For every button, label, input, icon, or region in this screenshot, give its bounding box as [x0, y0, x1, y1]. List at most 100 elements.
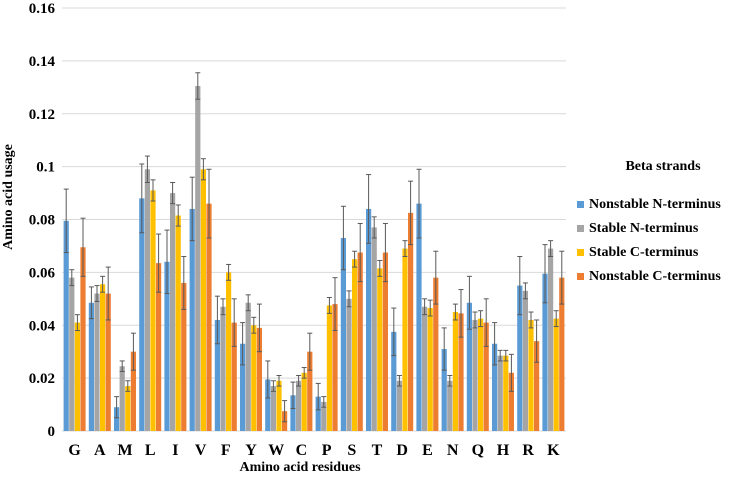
x-tick-label: F: [221, 442, 231, 459]
bar-stable-n-terminus-H: [497, 355, 503, 431]
error-bar: [508, 353, 514, 392]
bar-nonstable-n-terminus-T: [366, 208, 372, 431]
bar-stable-n-terminus-T: [371, 227, 377, 431]
bar-stable-n-terminus-D: [396, 380, 402, 431]
error-bar: [181, 256, 187, 310]
legend-swatch: [577, 225, 584, 232]
bar-nonstable-n-terminus-H: [492, 343, 498, 431]
bar-stable-n-terminus-Y: [245, 302, 251, 431]
error-bar: [542, 244, 548, 304]
bar-nonstable-n-terminus-W: [265, 379, 271, 431]
error-bar: [321, 396, 327, 408]
error-bar: [346, 290, 352, 308]
legend-label: Stable C-terminus: [589, 245, 699, 260]
bar-nonstable-n-terminus-S: [340, 238, 346, 431]
error-bar: [472, 311, 478, 329]
error-bar: [307, 332, 313, 371]
bar-nonstable-c-terminus-Y: [256, 327, 262, 431]
bar-stable-c-terminus-T: [377, 268, 383, 431]
error-bar: [130, 332, 136, 371]
x-tick-label: L: [145, 442, 156, 459]
error-bar: [528, 311, 534, 329]
bar-nonstable-c-terminus-S: [357, 252, 363, 431]
legend-title: Beta strands: [625, 159, 701, 174]
bar-stable-n-terminus-I: [170, 193, 176, 431]
bar-stable-c-terminus-L: [150, 190, 156, 431]
error-bar: [382, 222, 388, 283]
x-tick-label: N: [447, 442, 459, 459]
bar-stable-n-terminus-K: [548, 248, 554, 431]
x-tick-label: A: [94, 442, 106, 459]
bar-stable-c-terminus-K: [553, 318, 559, 431]
bar-nonstable-n-terminus-Y: [240, 343, 246, 431]
error-bar: [503, 349, 509, 362]
y-axis-title: Amino acid usage: [1, 144, 16, 250]
y-tick-label: 0.06: [29, 265, 56, 281]
error-bar: [548, 240, 554, 258]
bar-stable-c-terminus-M: [125, 386, 131, 431]
x-axis-title: Amino acid residues: [239, 460, 361, 475]
x-tick-label: I: [172, 442, 178, 459]
bar-stable-n-terminus-C: [296, 380, 302, 431]
bar-nonstable-n-terminus-I: [164, 261, 170, 431]
legend-label: Nonstable C-terminus: [589, 269, 721, 284]
error-bar: [282, 400, 288, 423]
error-bar: [200, 158, 206, 181]
error-bar: [315, 382, 321, 411]
error-bar: [88, 286, 94, 320]
error-bar: [276, 374, 282, 387]
error-bar: [100, 275, 106, 293]
error-bar: [452, 303, 458, 321]
error-bars: [63, 72, 565, 423]
y-axis-ticks: 0 0.02 0.04 0.06 0.08 0.1 0.12 0.14 0.16: [29, 1, 56, 440]
error-bar: [206, 168, 212, 239]
bar-stable-c-terminus-H: [503, 355, 509, 431]
bar-stable-c-terminus-A: [100, 284, 106, 431]
bar-nonstable-c-terminus-L: [156, 263, 162, 431]
error-bar: [466, 275, 472, 330]
error-bar: [214, 295, 220, 345]
error-bar: [396, 374, 402, 387]
error-bar: [497, 349, 503, 362]
x-tick-label: S: [347, 442, 356, 459]
bar-nonstable-c-terminus-I: [181, 282, 187, 431]
bar-nonstable-n-terminus-L: [139, 198, 145, 431]
error-bar: [458, 289, 464, 338]
legend: Beta strands Nonstable N-terminus Stable …: [577, 159, 721, 284]
gridlines: [62, 7, 566, 432]
bar-stable-n-terminus-A: [94, 293, 100, 431]
x-tick-label: T: [372, 442, 383, 459]
error-bar: [114, 396, 120, 419]
error-bar: [483, 298, 489, 347]
error-bar: [94, 285, 100, 302]
error-bar: [366, 174, 372, 244]
y-tick-label: 0.02: [29, 371, 55, 387]
x-tick-label: C: [296, 442, 308, 459]
bar-stable-c-terminus-N: [452, 312, 458, 431]
error-bar: [156, 233, 162, 293]
bar-stable-n-terminus-E: [422, 306, 428, 431]
error-bar: [301, 367, 307, 379]
bar-nonstable-n-terminus-R: [517, 285, 523, 431]
error-bar: [559, 250, 565, 305]
error-bar: [357, 222, 363, 283]
y-tick-label: 0.04: [29, 318, 56, 334]
error-bar: [408, 180, 414, 246]
error-bar: [534, 319, 540, 363]
error-bar: [427, 299, 433, 317]
legend-label: Stable N-terminus: [589, 221, 699, 236]
error-bar: [441, 327, 447, 371]
bar-stable-c-terminus-S: [352, 259, 358, 431]
bar-stable-c-terminus-W: [276, 380, 282, 431]
legend-swatch: [577, 249, 584, 256]
bar-nonstable-n-terminus-D: [391, 331, 397, 431]
error-bar: [231, 298, 237, 347]
error-bar: [240, 322, 246, 366]
bar-nonstable-n-terminus-K: [542, 273, 548, 431]
error-bar: [553, 310, 559, 328]
bar-stable-c-terminus-Q: [478, 318, 484, 431]
error-bar: [422, 298, 428, 316]
bar-stable-n-terminus-N: [447, 380, 453, 431]
